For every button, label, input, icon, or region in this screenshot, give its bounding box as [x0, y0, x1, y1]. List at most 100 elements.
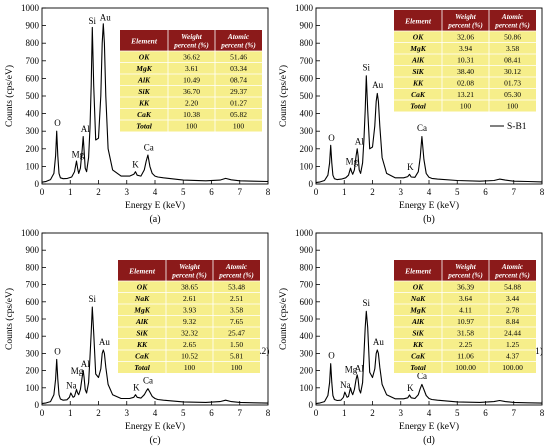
- table-cell: NaK: [134, 294, 150, 303]
- y-tick-label: 600: [300, 297, 314, 307]
- table-cell: 01.73: [504, 79, 521, 88]
- table-cell: 54.88: [504, 283, 521, 292]
- y-tick-label: 600: [300, 73, 314, 83]
- peak-label: Au: [100, 12, 111, 22]
- x-tick-label: 1: [342, 187, 347, 197]
- table-cell: 4.11: [459, 306, 472, 315]
- table-header-cell: Element: [130, 37, 158, 46]
- y-tick-label: 0: [309, 400, 314, 410]
- table-cell: 10.97: [457, 317, 474, 326]
- table-cell: 2.20: [185, 99, 198, 108]
- table-cell: 24.44: [504, 329, 521, 338]
- y-tick-label: 500: [26, 314, 40, 324]
- peak-label: K: [132, 159, 139, 169]
- table-cell: 2.78: [506, 306, 519, 315]
- table-cell: OK: [413, 283, 424, 292]
- eds-panel-4: 0 1 2 3 4 5 6 7 8 0 100 200 300 400 500 600 700 800 900 100…: [278, 228, 545, 446]
- peak-label: K: [407, 162, 414, 172]
- table-cell: KK: [412, 340, 424, 349]
- x-tick-label: 7: [512, 408, 517, 418]
- table-cell: 11.06: [457, 352, 474, 361]
- table-header-line: percent (%): [220, 42, 256, 50]
- table-cell: 53.48: [228, 283, 245, 292]
- peak-label: Al: [81, 124, 90, 134]
- table-cell: 3.58: [506, 44, 519, 53]
- composition-table: Element Weight percent (%)Atomic percent (%…: [118, 260, 260, 373]
- peak-label: O: [54, 346, 61, 356]
- y-tick-label: 0: [309, 179, 314, 189]
- table-cell: Total: [410, 363, 426, 372]
- composition-table: Element Weight percent (%) Atomic percent (%…: [120, 30, 262, 132]
- peak-label: Si: [89, 294, 97, 304]
- x-tick-label: 4: [427, 408, 432, 418]
- x-tick-label: 0: [40, 408, 45, 418]
- table-cell: 03.34: [230, 64, 247, 73]
- table-cell: AlK: [137, 76, 151, 85]
- y-tick-label: 800: [300, 262, 314, 272]
- table-body-bg: [120, 51, 262, 132]
- table-cell: 100: [507, 102, 519, 111]
- y-tick-label: 400: [300, 109, 314, 119]
- spectrum-line: [41, 23, 269, 183]
- table-header-line: Weight: [455, 263, 477, 271]
- eds-panel-1: 0 1 2 3 4 5 6 7 8 0 100 200 300 400 500 600 700 800 900 100…: [4, 3, 271, 225]
- table-cell: SiK: [136, 329, 148, 338]
- table-cell: KK: [136, 340, 148, 349]
- table-cell: CaK: [135, 352, 150, 361]
- x-tick-label: 6: [483, 408, 488, 418]
- panel-label: (b): [423, 214, 435, 225]
- table-header-bg: [394, 10, 536, 31]
- table-cell: 1.50: [230, 340, 243, 349]
- x-tick-label: 3: [399, 408, 404, 418]
- table-header-line: percent (%): [494, 272, 530, 280]
- table-cell: 13.21: [457, 90, 474, 99]
- table-cell: 10.31: [457, 56, 474, 65]
- table-cell: 29.37: [230, 87, 247, 96]
- y-tick-label: 400: [26, 331, 40, 341]
- x-tick-label: 2: [96, 408, 101, 418]
- y-axis-label: Counts (cps/eV): [4, 65, 15, 127]
- x-axis-label: Energy E (keV): [125, 200, 185, 211]
- eds-panel-3: 0 1 2 3 4 5 6 7 8 0 100 200 300 400 500 600 700 800 900 100…: [4, 228, 271, 446]
- x-tick-label: 2: [96, 187, 101, 197]
- table-cell: 38.65: [181, 283, 198, 292]
- panel-label: (d): [423, 435, 435, 446]
- table-header-line: Atomic: [227, 33, 250, 41]
- y-tick-label: 0: [35, 179, 40, 189]
- table-header-line: percent (%): [447, 22, 483, 30]
- peak-label: Na: [340, 380, 351, 390]
- x-tick-label: 4: [153, 187, 158, 197]
- table-cell: 32.06: [457, 33, 474, 42]
- table-cell: 4.37: [506, 352, 519, 361]
- peak-label: Mg: [346, 157, 359, 167]
- x-tick-label: 2: [370, 408, 375, 418]
- peak-label: O: [328, 133, 335, 143]
- y-tick-label: 600: [26, 297, 40, 307]
- x-tick-label: 5: [455, 187, 460, 197]
- y-tick-label: 700: [26, 56, 40, 66]
- table-cell: 30.12: [504, 67, 521, 76]
- y-tick-label: 500: [26, 91, 40, 101]
- x-tick-label: 5: [455, 408, 460, 418]
- x-tick-label: 1: [68, 187, 73, 197]
- table-header-cell: Weight percent (%): [447, 263, 483, 280]
- y-tick-label: 200: [26, 144, 40, 154]
- y-axis-label: Counts (cps/eV): [278, 288, 289, 350]
- table-header-cell: Weight percent (%): [173, 33, 209, 50]
- x-tick-label: 0: [314, 187, 319, 197]
- x-tick-label: 4: [153, 408, 158, 418]
- table-header-bg: [394, 260, 536, 281]
- y-tick-label: 600: [26, 73, 40, 83]
- peak-label: Au: [373, 337, 384, 347]
- peak-label: Au: [99, 337, 110, 347]
- table-cell: 9.32: [183, 317, 196, 326]
- x-tick-label: 5: [181, 187, 186, 197]
- table-header-line: percent (%): [447, 272, 483, 280]
- legend-label: S-B1: [507, 122, 527, 132]
- table-cell: 02.08: [457, 79, 474, 88]
- x-tick-label: 5: [181, 408, 186, 418]
- y-tick-label: 500: [300, 314, 314, 324]
- table-cell: Total: [410, 102, 426, 111]
- table-cell: KK: [138, 99, 150, 108]
- peak-label: Al: [355, 363, 364, 373]
